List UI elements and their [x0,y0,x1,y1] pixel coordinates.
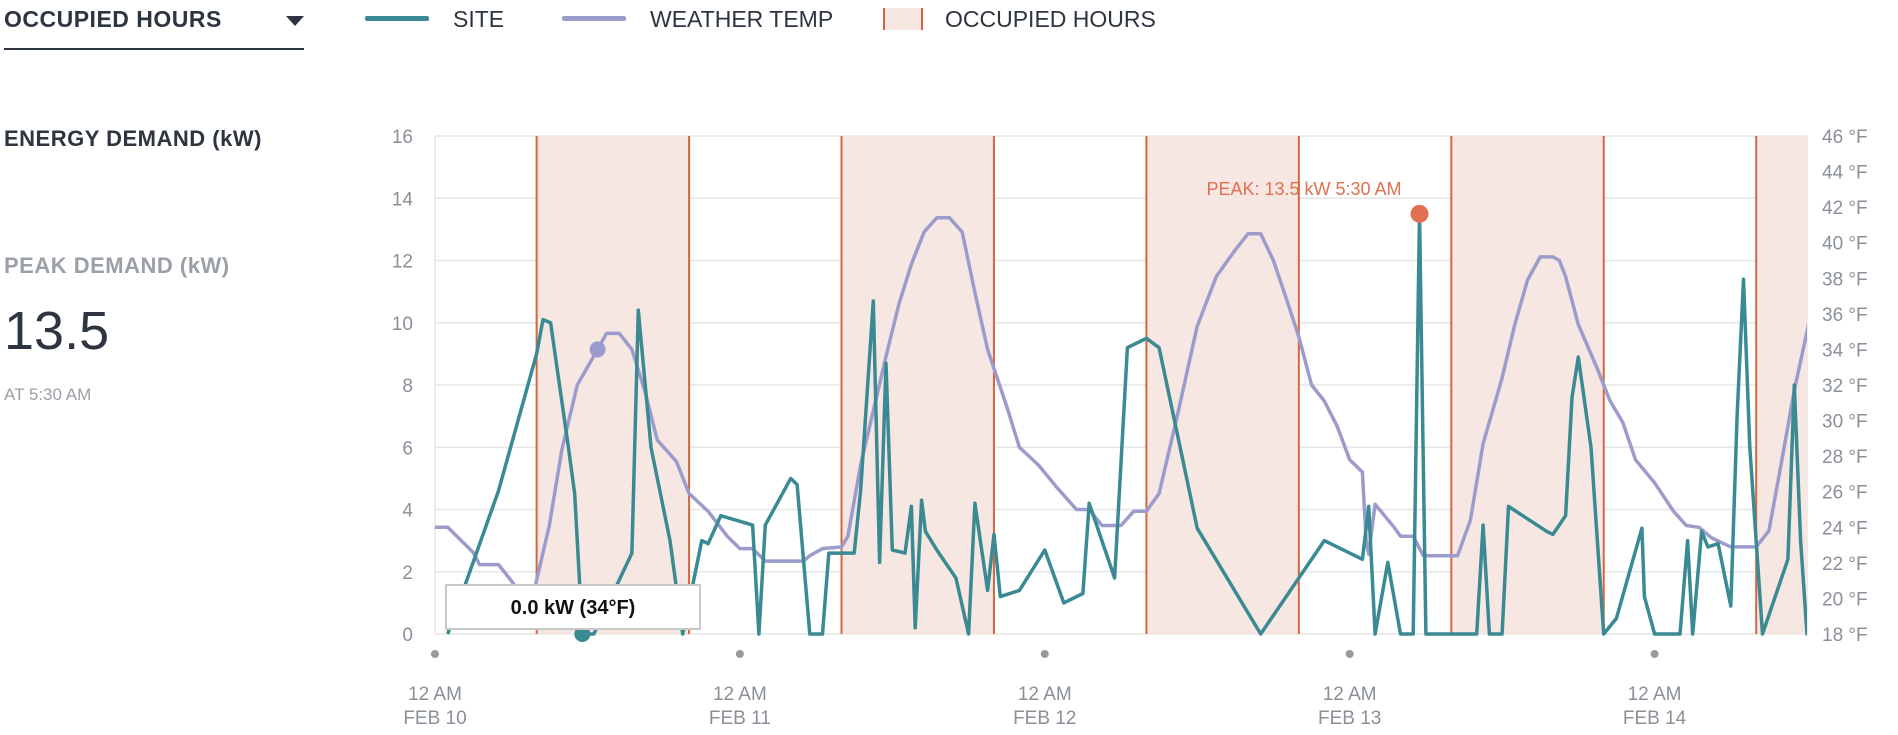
peak-demand-label: PEAK DEMAND (kW) [4,253,230,278]
hover-weather-marker [589,341,606,358]
x-tick-dot [431,650,439,658]
x-tick-dot [1650,650,1659,658]
y-right-tick-label: 44 °F [1822,163,1868,184]
y-left-tick-label: 0 [402,625,413,646]
x-tick-time-label: 12 AM [713,684,767,705]
y-right-tick-label: 36 °F [1822,305,1868,326]
peak-marker [1410,204,1429,223]
y-left-tick-label: 16 [392,127,413,148]
x-tick-date-label: FEB 11 [709,708,771,729]
occupied-band [536,136,690,634]
legend-occupied-label: OCCUPIED HOURS [945,6,1156,32]
weather-line-swatch-icon [562,16,626,21]
x-tick-dot [1040,650,1049,658]
y-left-tick-label: 14 [392,189,414,210]
y-right-tick-label: 28 °F [1822,447,1868,468]
x-tick-dot [735,650,744,658]
y-right-tick-label: 20 °F [1822,589,1868,610]
x-tick-time-label: 12 AM [408,684,462,705]
peak-demand-value: 13.5 [4,301,110,361]
occupied-band-swatch-icon [883,8,923,30]
y-right-tick-label: 26 °F [1822,483,1868,504]
legend-weather-label: WEATHER TEMP [650,6,834,32]
y-right-tick-label: 18 °F [1822,625,1868,646]
occupied-band [1756,136,1807,634]
x-tick-date-label: FEB 13 [1318,708,1381,729]
y-right-tick-label: 34 °F [1822,340,1868,361]
y-right-tick-label: 46 °F [1822,127,1868,148]
y-right-tick-label: 38 °F [1822,269,1868,290]
x-tick-time-label: 12 AM [1628,684,1682,705]
legend-site-label: SITE [453,6,505,32]
y-right-tick-label: 42 °F [1822,198,1868,219]
y-left-tick-label: 4 [402,501,413,522]
y-left-tick-label: 8 [402,376,413,397]
x-tick-date-label: FEB 14 [1623,708,1687,729]
occupied-hours-dropdown[interactable]: OCCUPIED HOURS [4,0,304,50]
caret-down-icon [286,16,304,26]
y-left-tick-label: 6 [402,438,413,459]
y-right-tick-label: 24 °F [1822,518,1868,539]
peak-demand-time: AT 5:30 AM [4,385,92,404]
x-tick-time-label: 12 AM [1018,684,1072,705]
x-tick-time-label: 12 AM [1323,684,1377,705]
y-left-tick-label: 10 [392,314,413,335]
y-left-tick-label: 12 [392,252,413,273]
y-right-tick-label: 22 °F [1822,554,1868,575]
x-tick-dot [1345,650,1354,658]
site-line-swatch-icon [365,16,429,21]
occupied-band [1146,136,1299,634]
dropdown-label: OCCUPIED HOURS [4,6,222,32]
x-tick-date-label: FEB 10 [403,708,466,729]
peak-annotation: PEAK: 13.5 kW 5:30 AM [1206,179,1401,199]
occupied-band [1451,136,1604,634]
x-tick-date-label: FEB 12 [1013,708,1076,729]
y-right-tick-label: 40 °F [1822,234,1868,255]
y-right-tick-label: 32 °F [1822,376,1868,397]
site-series-line [446,212,1807,636]
tooltip-text: 0.0 kW (34°F) [511,597,636,619]
weather-temp-series-line [435,216,1807,610]
tooltip-box [445,584,701,630]
energy-demand-title: ENERGY DEMAND (kW) [4,126,262,151]
y-left-tick-label: 2 [402,563,413,584]
y-right-tick-label: 30 °F [1822,412,1868,433]
